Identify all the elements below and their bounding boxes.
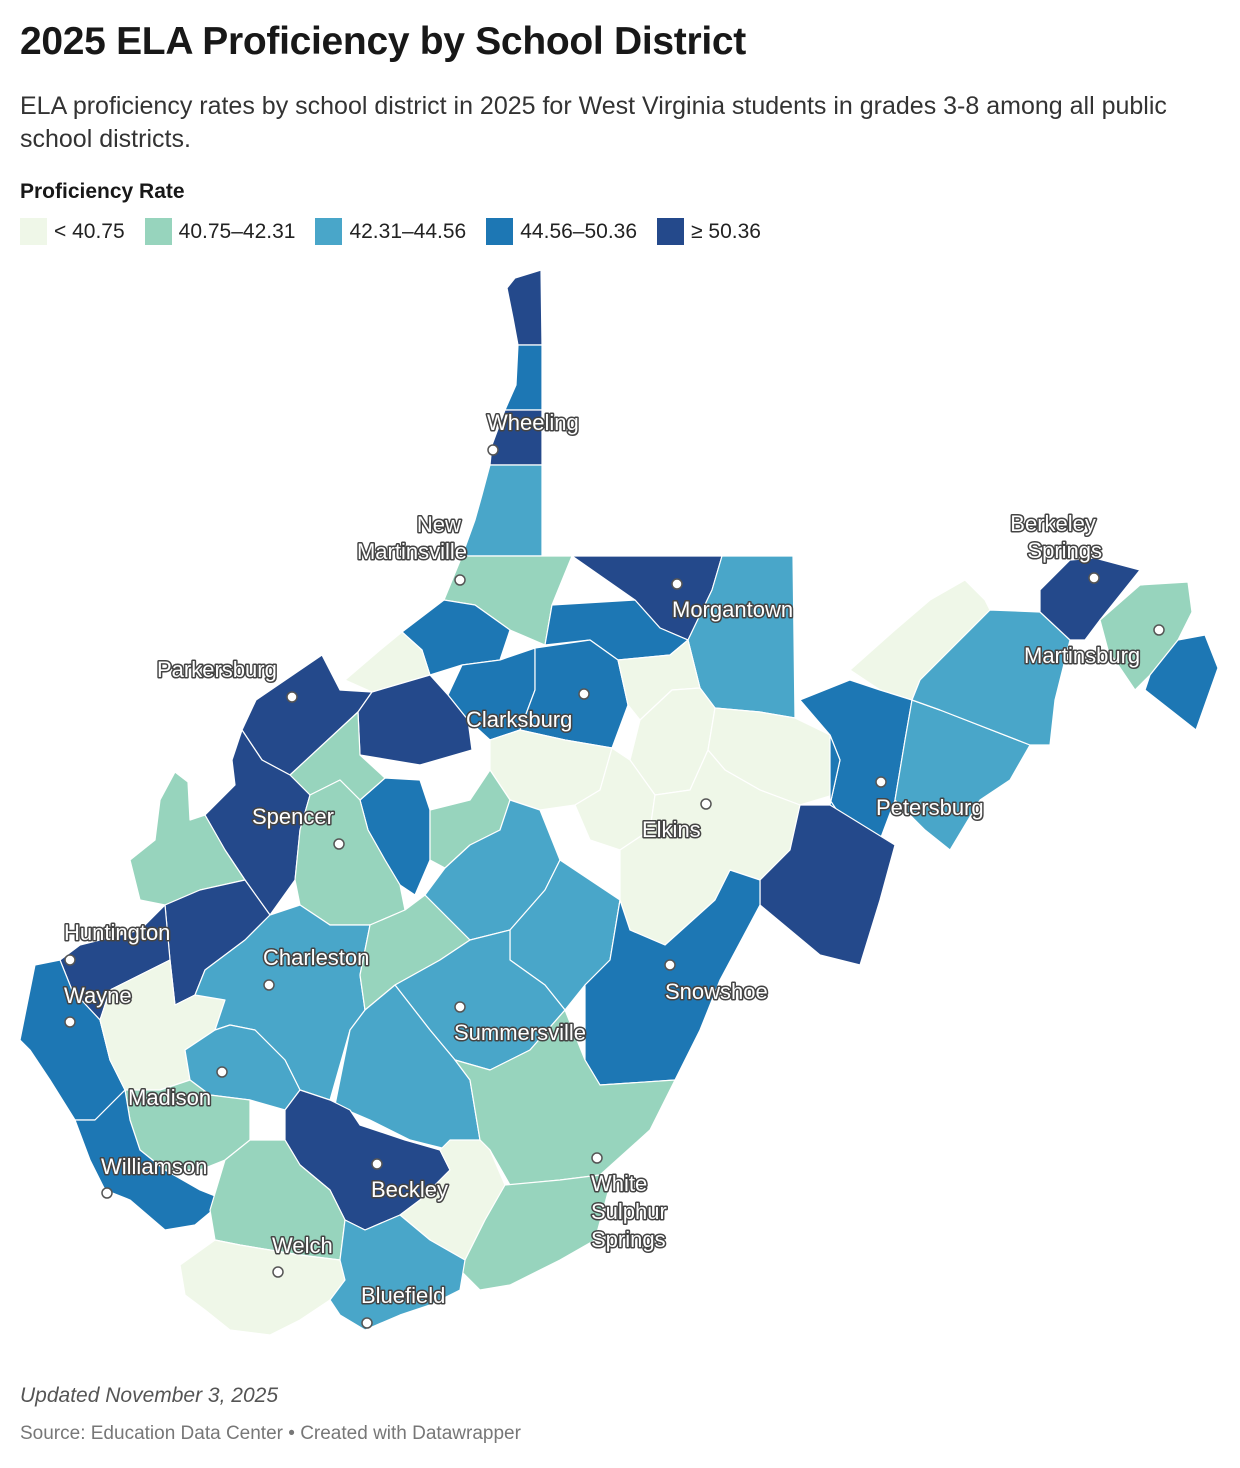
legend-label: 42.31–44.56 bbox=[349, 219, 467, 243]
city-dot-petersburg bbox=[875, 776, 887, 788]
city-label-huntington: Huntington bbox=[64, 920, 170, 945]
city-label-bluefield: Bluefield bbox=[361, 1283, 445, 1308]
label-line: Springs bbox=[1027, 538, 1102, 563]
legend-label: 44.56–50.36 bbox=[520, 219, 638, 243]
label-line: Sulphur bbox=[591, 1199, 667, 1224]
legend-swatch bbox=[20, 218, 47, 245]
city-label-wayne: Wayne bbox=[64, 983, 132, 1008]
label-line: Springs bbox=[591, 1227, 666, 1252]
city-dot-elkins bbox=[700, 798, 712, 810]
city-dot-morgantown bbox=[671, 578, 683, 590]
city-label-martinsburg: Martinsburg bbox=[1024, 643, 1140, 668]
county-shapes bbox=[19, 269, 1219, 1336]
legend-swatch bbox=[657, 218, 685, 245]
city-dot-clarksburg bbox=[578, 688, 590, 700]
city-label-new-martinsville: New Martinsville bbox=[357, 512, 467, 564]
legend-item-lt-40-75: < 40.75 bbox=[20, 218, 125, 245]
county-brooke[interactable] bbox=[504, 344, 543, 411]
city-label-madison: Madison bbox=[128, 1085, 211, 1110]
city-label-berkeley-springs: Berkeley Springs bbox=[1010, 511, 1102, 563]
source-note: Source: Education Data Center • Created … bbox=[20, 1423, 521, 1444]
county-jefferson[interactable] bbox=[1144, 634, 1219, 731]
county-kanawha[interactable] bbox=[194, 904, 371, 1101]
city-label-parkersburg: Parkersburg bbox=[157, 657, 277, 682]
legend-swatch bbox=[144, 218, 172, 245]
city-dot-wayne bbox=[64, 1016, 76, 1028]
city-label-snowshoe: Snowshoe bbox=[665, 979, 768, 1004]
legend-label: < 40.75 bbox=[54, 219, 125, 243]
legend-item-40-75-42-31: 40.75–42.31 bbox=[144, 218, 296, 245]
legend-item-gte-50-36: ≥ 50.36 bbox=[657, 218, 761, 245]
city-label-clarksburg: Clarksburg bbox=[466, 707, 572, 732]
city-label-elkins: Elkins bbox=[642, 817, 701, 842]
county-mercer[interactable] bbox=[329, 1214, 466, 1331]
legend-label: 40.75–42.31 bbox=[178, 219, 296, 243]
city-labels: Wheeling New Martinsville Morgantown Ber… bbox=[63, 409, 1142, 1310]
city-label-wheeling: Wheeling bbox=[487, 410, 579, 435]
city-label-charleston: Charleston bbox=[263, 945, 369, 970]
city-label-welch: Welch bbox=[272, 1233, 333, 1258]
county-hancock[interactable] bbox=[506, 269, 543, 346]
legend-item-42-31-44-56: 42.31–44.56 bbox=[315, 218, 466, 245]
legend-item-44-56-50-36: 44.56–50.36 bbox=[486, 218, 637, 245]
county-marshall[interactable] bbox=[461, 464, 543, 557]
legend-swatch bbox=[486, 218, 514, 245]
city-dot-bluefield bbox=[361, 1317, 373, 1329]
city-dot-welch bbox=[272, 1266, 284, 1278]
updated-note: Updated November 3, 2025 bbox=[20, 1384, 278, 1407]
city-label-petersburg: Petersburg bbox=[876, 795, 984, 820]
city-dot-new-martinsville bbox=[454, 574, 466, 586]
chart-subtitle: ELA proficiency rates by school district… bbox=[20, 92, 1167, 153]
legend-label: ≥ 50.36 bbox=[691, 219, 761, 243]
city-label-spencer: Spencer bbox=[252, 804, 334, 829]
city-dot-summersville bbox=[454, 1001, 466, 1013]
county-monroe[interactable] bbox=[459, 1174, 611, 1291]
city-dot-williamson bbox=[101, 1187, 113, 1199]
city-dot-madison bbox=[216, 1066, 228, 1078]
label-line: Martinsville bbox=[357, 539, 467, 564]
city-dot-wheeling bbox=[487, 444, 499, 456]
legend-swatch bbox=[315, 218, 343, 245]
city-dot-martinsburg bbox=[1153, 624, 1165, 636]
county-pocahontas[interactable] bbox=[584, 869, 761, 1086]
label-line: Berkeley bbox=[1010, 511, 1096, 536]
chart-title: 2025 ELA Proficiency by School District bbox=[20, 20, 746, 63]
city-dot-berkeley-springs bbox=[1088, 572, 1100, 584]
legend-title: Proficiency Rate bbox=[20, 180, 185, 203]
legend: < 40.75 40.75–42.31 42.31–44.56 44.56–50… bbox=[20, 218, 781, 245]
city-label-morgantown: Morgantown bbox=[672, 597, 793, 622]
city-dot-white-sulphur-springs bbox=[591, 1152, 603, 1164]
city-dot-huntington bbox=[64, 954, 76, 966]
city-label-summersville: Summersville bbox=[454, 1020, 586, 1045]
label-line: New bbox=[417, 512, 461, 537]
city-dot-charleston bbox=[263, 979, 275, 991]
city-markers bbox=[64, 444, 1165, 1329]
city-label-williamson: Williamson bbox=[101, 1154, 207, 1179]
city-dot-parkersburg bbox=[286, 691, 298, 703]
city-dot-snowshoe bbox=[664, 959, 676, 971]
label-line: White bbox=[591, 1171, 647, 1196]
city-dot-spencer bbox=[333, 838, 345, 850]
city-label-beckley: Beckley bbox=[371, 1177, 448, 1202]
city-label-white-sulphur-springs: White Sulphur Springs bbox=[591, 1171, 673, 1252]
city-dot-beckley bbox=[371, 1158, 383, 1170]
